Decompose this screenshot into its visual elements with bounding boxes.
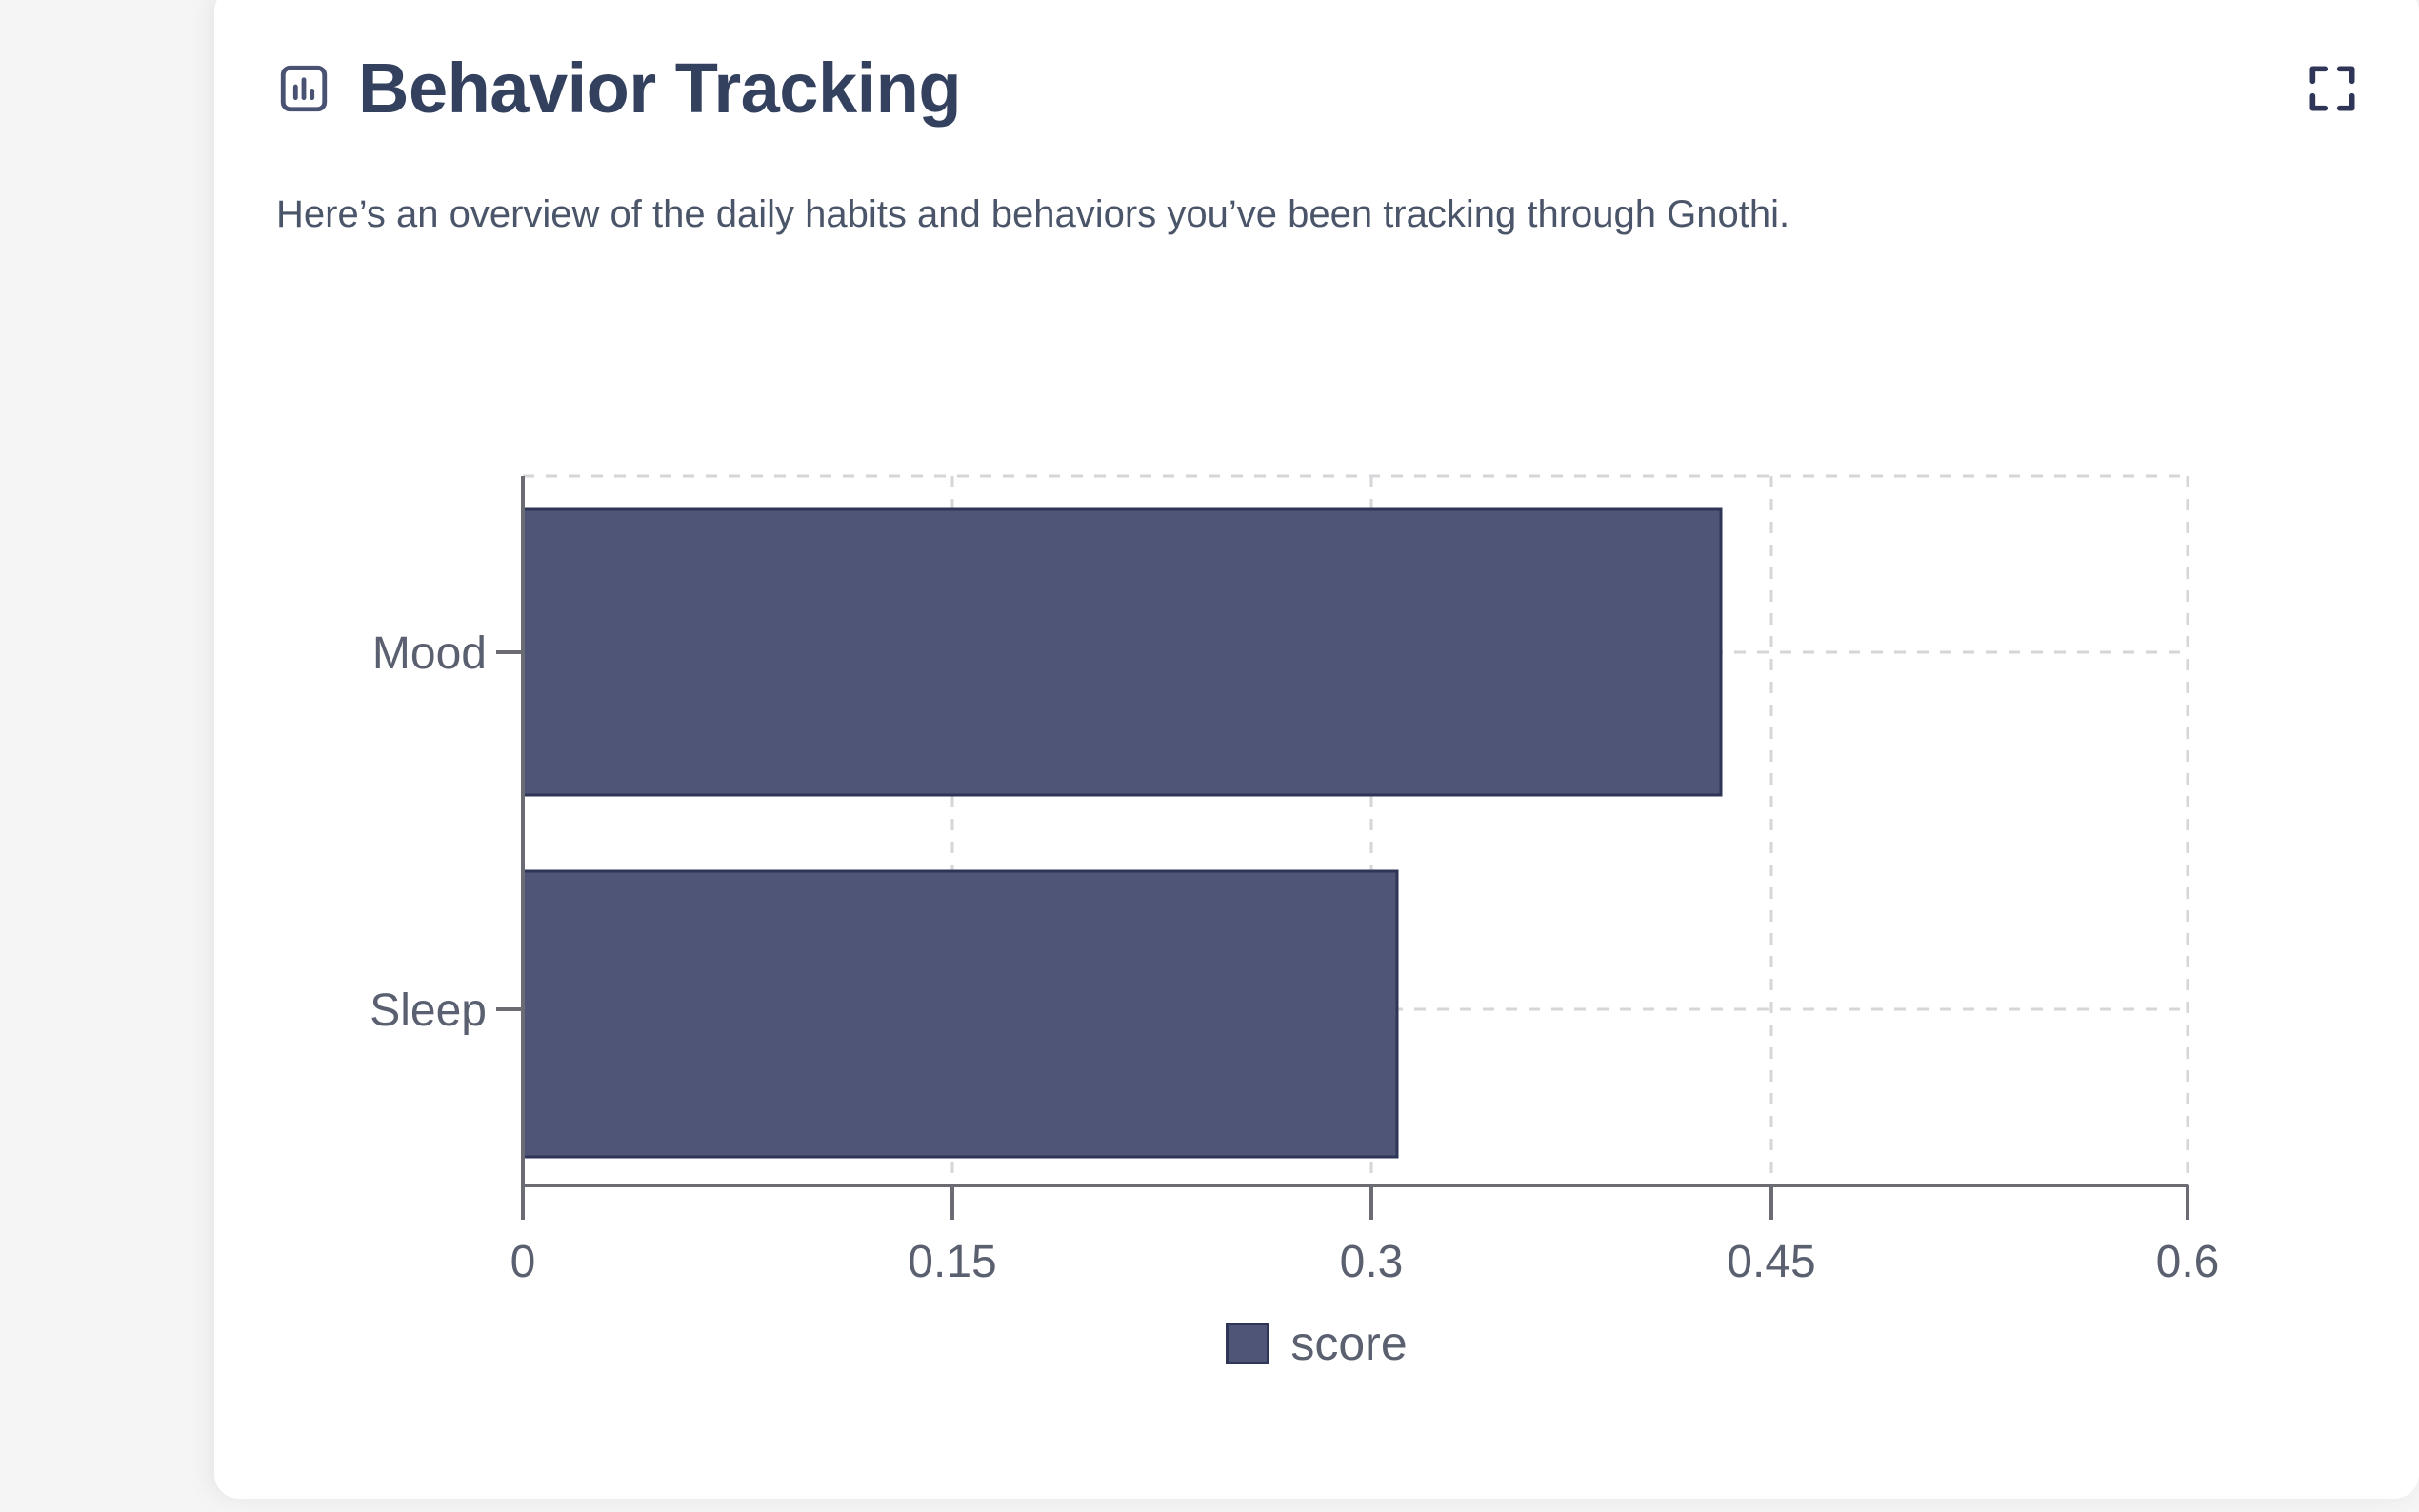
behavior-chart: Mood Sleep 0 0.15 0.3 0.45 0.6 score bbox=[214, 0, 2419, 1499]
page-title: Behavior Tracking bbox=[358, 49, 962, 128]
bar-group bbox=[521, 507, 1723, 1159]
x-tick-labels: 0 0.15 0.3 0.45 0.6 bbox=[510, 1237, 2220, 1287]
legend-swatch-score[interactable] bbox=[1226, 1323, 1270, 1364]
ytick-label-0: Mood bbox=[372, 628, 487, 679]
xtick-label-2: 0.3 bbox=[1340, 1237, 1404, 1287]
card-subtitle: Here’s an overview of the daily habits a… bbox=[276, 193, 1790, 235]
xtick-label-0: 0 bbox=[510, 1237, 536, 1287]
fullscreen-expand-button[interactable] bbox=[2303, 59, 2362, 118]
behavior-tracking-card: Behavior Tracking Here’s an overview of … bbox=[214, 0, 2419, 1499]
chart-svg: Mood Sleep 0 0.15 0.3 0.45 0.6 bbox=[370, 474, 2220, 1287]
bar-chart-icon bbox=[276, 61, 331, 116]
chart-legend: score bbox=[214, 1316, 2419, 1371]
ytick-label-1: Sleep bbox=[370, 985, 487, 1036]
card-header: Behavior Tracking bbox=[276, 53, 2362, 158]
fullscreen-expand-icon bbox=[2303, 59, 2362, 118]
bar-sleep[interactable] bbox=[521, 869, 1399, 1159]
y-axis bbox=[496, 476, 525, 1185]
x-axis bbox=[521, 1184, 2189, 1220]
y-tick-labels: Mood Sleep bbox=[370, 628, 487, 1036]
title-row: Behavior Tracking bbox=[276, 53, 2362, 124]
bar-mood[interactable] bbox=[521, 507, 1723, 797]
xtick-label-4: 0.6 bbox=[2156, 1237, 2220, 1287]
xtick-label-3: 0.45 bbox=[1727, 1237, 1815, 1287]
legend-label-score: score bbox=[1290, 1317, 1408, 1370]
xtick-label-1: 0.15 bbox=[908, 1237, 996, 1287]
